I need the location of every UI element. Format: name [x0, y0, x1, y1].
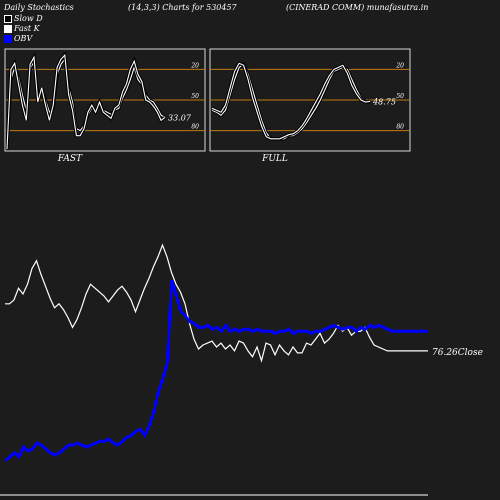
legend-obv: OBV	[4, 34, 32, 43]
y-tick-label: 80	[396, 124, 404, 131]
close-value-label: 76.26Close	[432, 348, 483, 358]
y-tick-label: 80	[191, 124, 199, 131]
fast-k-swatch	[4, 25, 12, 33]
y-tick-label: 20	[395, 62, 404, 69]
chart-params: (14,3,3) Charts for 530457	[128, 3, 237, 12]
last-value-label: 33.07	[168, 113, 192, 122]
legend-fast-k-label: Fast K	[14, 24, 40, 33]
close-price-line	[5, 243, 428, 363]
chart-title: Daily Stochastics	[4, 3, 74, 12]
close-suffix: Close	[458, 348, 483, 358]
company-name: (CINERAD COMM) munafasutra.in	[286, 3, 429, 12]
legend-obv-label: OBV	[14, 34, 33, 43]
slow-d-swatch	[4, 15, 12, 23]
close-value: 76.26	[432, 348, 458, 358]
obv-line	[4, 279, 428, 462]
panel-title: FULL	[261, 154, 288, 164]
series-line-slow-d	[211, 63, 370, 140]
last-value-label: 48.75	[372, 97, 396, 106]
obv-swatch	[4, 35, 12, 43]
series-line-fast-k	[211, 62, 371, 140]
y-tick-label: 50	[191, 93, 199, 100]
legend-fast-k: Fast K	[4, 24, 40, 33]
legend-slow-d: Slow D	[4, 14, 43, 23]
panel-title: FAST	[57, 154, 83, 164]
legend-slow-d-label: Slow D	[14, 14, 43, 23]
y-tick-label: 20	[190, 62, 199, 69]
series-line-fast-k	[6, 53, 166, 150]
y-tick-label: 50	[396, 93, 404, 100]
